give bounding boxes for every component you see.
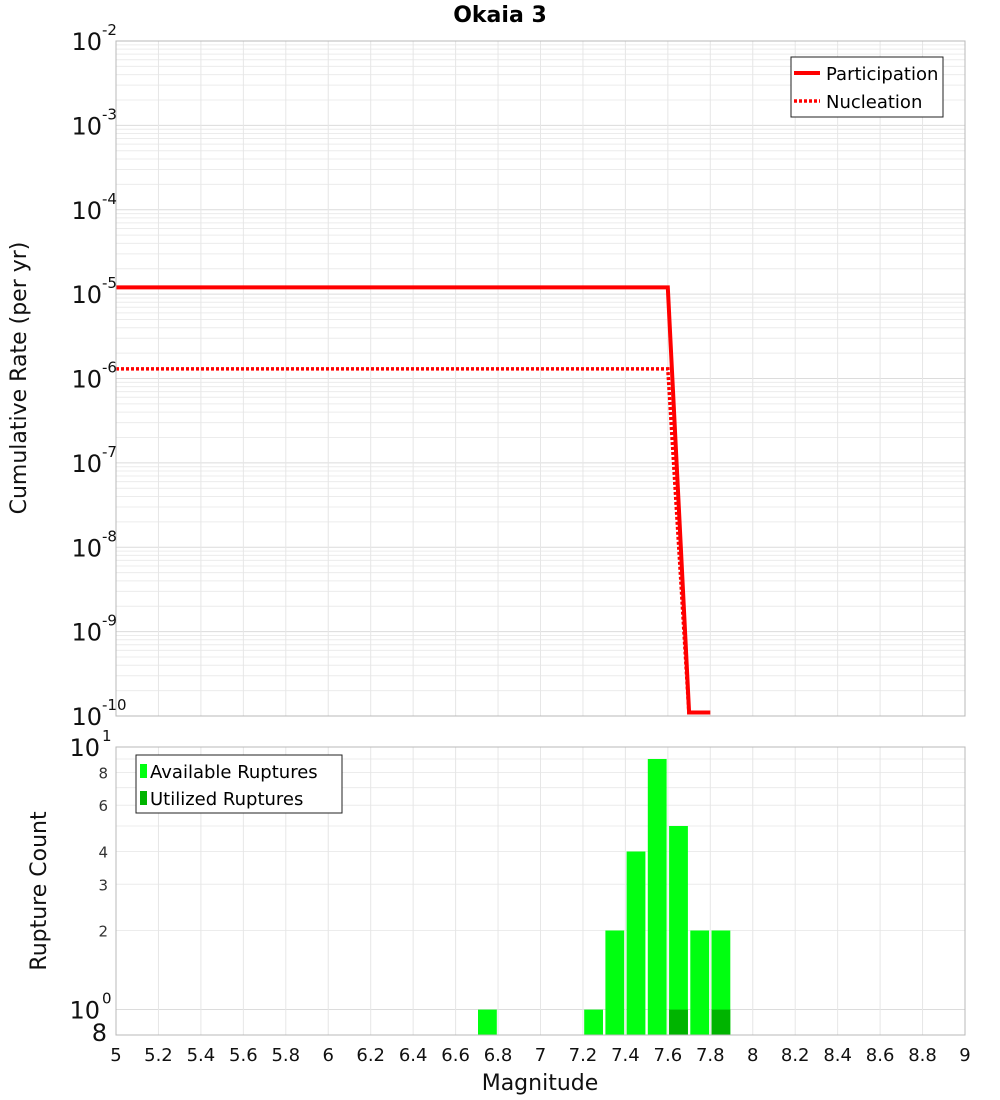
legend-label-participation: Participation: [826, 64, 938, 85]
x-tick-label: 8: [747, 1045, 758, 1066]
available-ruptures-bar: [478, 1009, 497, 1035]
x-tick-label: 5.2: [144, 1045, 173, 1066]
y-tick-exponent: -6: [102, 359, 117, 377]
y-tick-base: 10: [71, 28, 102, 56]
x-tick-label: 6: [323, 1045, 334, 1066]
x-tick-label: 7.8: [696, 1045, 725, 1066]
y-tick-label: 10 -8: [71, 527, 117, 562]
y-tick-label: 10 -5: [71, 274, 117, 309]
x-tick-label: 5.6: [229, 1045, 258, 1066]
legend-label: Utilized Ruptures: [150, 789, 303, 810]
available-ruptures-bar: [647, 759, 667, 1035]
y-tick-base: 10: [71, 281, 102, 309]
y-tick-base: 10: [69, 997, 100, 1025]
utilized-ruptures-bar: [669, 1009, 688, 1035]
y-tick-exponent: -3: [102, 105, 117, 123]
legend-swatch: [140, 791, 147, 805]
y-tick-base: 10: [71, 197, 102, 225]
y-bottom-tick-label: 8: [92, 1019, 107, 1047]
y-tick-label: 10 -10: [71, 696, 126, 731]
x-tick-label: 6.2: [356, 1045, 385, 1066]
y-minor-tick-label: 8: [98, 764, 108, 782]
x-tick-label: 6.4: [399, 1045, 428, 1066]
x-tick-label: 8.2: [781, 1045, 810, 1066]
x-tick-label: 6.6: [441, 1045, 470, 1066]
y-tick-label: 10 -4: [71, 190, 117, 225]
rupture-count-legend: Available Ruptures Utilized Ruptures: [135, 754, 343, 814]
x-tick-label: 8.4: [823, 1045, 852, 1066]
y-tick-exponent: 0: [102, 990, 112, 1008]
x-tick-label: 8.6: [866, 1045, 895, 1066]
x-tick-label: 5: [110, 1045, 121, 1066]
rupture-count-y-axis-label: Rupture Count: [27, 811, 52, 971]
x-tick-label: 8.8: [908, 1045, 937, 1066]
available-ruptures-bar: [605, 930, 625, 1035]
legend-swatch: [140, 764, 147, 778]
legend-box: [135, 754, 343, 814]
y-tick-base: 10: [71, 619, 102, 647]
y-tick-exponent: -9: [102, 612, 117, 630]
y-tick-base: 10: [71, 112, 102, 140]
y-minor-tick-label: 4: [98, 843, 108, 861]
y-minor-tick-label: 6: [98, 797, 108, 815]
x-tick-label: 5.4: [187, 1045, 216, 1066]
y-tick-label: 10 -6: [71, 359, 117, 394]
chart-title: Okaia 3: [453, 3, 547, 28]
y-tick-label: 10 -7: [71, 443, 117, 478]
y-tick-exponent: -7: [102, 443, 117, 461]
rate-plot-legend: Participation Nucleation: [790, 56, 944, 118]
x-tick-label: 5.8: [271, 1045, 300, 1066]
x-tick-label: 7.6: [654, 1045, 683, 1066]
y-tick-label: 10 0: [69, 990, 111, 1025]
rupture-count-bars: [478, 759, 731, 1035]
rate-plot-lines: [116, 285, 711, 716]
y-tick-label: 10 -9: [71, 612, 117, 647]
y-tick-exponent: -5: [102, 274, 117, 292]
available-ruptures-bar: [626, 851, 646, 1035]
magnitude-x-ticks: 5 5.2 5.4 5.6 5.8 6 6.2 6.4 6.6 6.8 7 7.2 7.4 7.6 7.8 8…: [110, 1045, 970, 1066]
legend-label: Available Ruptures: [150, 762, 318, 783]
y-tick-base: 10: [71, 534, 102, 562]
y-tick-exponent: -10: [102, 696, 127, 714]
x-tick-label: 7.2: [569, 1045, 598, 1066]
rate-plot-grid: [115, 41, 966, 717]
participation-line: [116, 285, 711, 715]
y-minor-tick-label: 2: [98, 923, 108, 941]
nucleation-line: [116, 367, 691, 716]
available-ruptures-bar: [711, 930, 731, 1035]
utilized-ruptures-bar: [711, 1009, 731, 1035]
available-ruptures-bar: [690, 930, 710, 1035]
y-tick-label: 10 1: [69, 727, 111, 762]
x-tick-label: 7.4: [611, 1045, 640, 1066]
legend-box: [790, 56, 944, 118]
y-tick-base: 10: [69, 734, 100, 762]
rupture-count-frame: [115, 746, 966, 1036]
y-tick-label: 10 -3: [71, 105, 117, 140]
y-tick-base: 10: [71, 703, 102, 731]
x-tick-label: 9: [959, 1045, 970, 1066]
legend-label-nucleation: Nucleation: [826, 92, 922, 113]
rate-plot-y-ticks: 10-210-310-410-510-610-710-810-910-10: [71, 21, 126, 731]
magnitude-x-axis-label: Magnitude: [482, 1071, 599, 1096]
y-tick-base: 10: [71, 366, 102, 394]
rate-plot-frame: [115, 40, 966, 717]
y-tick-exponent: -2: [102, 21, 117, 39]
x-tick-label: 6.8: [484, 1045, 513, 1066]
y-tick-exponent: 1: [102, 727, 112, 745]
x-tick-label: 7: [535, 1045, 546, 1066]
rate-plot-y-axis-label: Cumulative Rate (per yr): [7, 242, 32, 515]
y-tick-exponent: -4: [102, 190, 117, 208]
y-tick-label: 10 -2: [71, 21, 117, 56]
available-ruptures-bar: [669, 826, 688, 1035]
rate-plot-panel: Okaia 3 10-210-310-410-510-610-710-810-9…: [7, 3, 966, 731]
y-minor-tick-label: 3: [98, 876, 108, 894]
y-tick-exponent: -8: [102, 527, 117, 545]
available-ruptures-bar: [584, 1009, 603, 1035]
y-tick-base: 10: [71, 450, 102, 478]
